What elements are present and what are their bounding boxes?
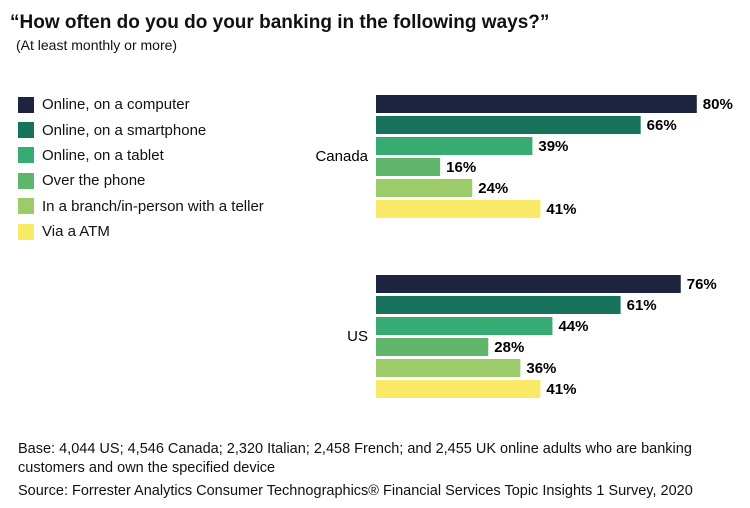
data-label: 44%: [558, 318, 588, 335]
legend-swatch: [18, 223, 34, 240]
data-label: 36%: [526, 360, 556, 377]
data-label: 24%: [478, 180, 508, 197]
data-label: 16%: [446, 159, 476, 176]
bar: [376, 116, 641, 134]
base-note: Base: 4,044 US; 4,546 Canada; 2,320 Ital…: [18, 441, 692, 476]
legend-swatch: [18, 122, 34, 139]
category-label: Canada: [315, 148, 368, 165]
bar: [376, 200, 541, 218]
legend-label: Over the phone: [42, 172, 146, 190]
legend-label: Online, on a computer: [42, 96, 190, 114]
legend-label: In a branch/in-person with a teller: [42, 197, 264, 215]
bar: [376, 359, 521, 377]
data-label: 66%: [647, 117, 677, 134]
data-label: 76%: [687, 276, 717, 293]
legend-label: Via a ATM: [42, 223, 110, 241]
legend-swatch: [18, 198, 34, 215]
bar: [376, 275, 681, 293]
source-note: Source: Forrester Analytics Consumer Tec…: [18, 483, 693, 499]
bar: [376, 158, 441, 176]
data-label: 80%: [703, 96, 733, 113]
legend-item: In a branch/in-person with a teller: [18, 194, 264, 219]
bar: [376, 380, 541, 398]
legend: Online, on a computer Online, on a smartp…: [18, 92, 264, 244]
data-label: 41%: [546, 381, 576, 398]
bar: [376, 95, 697, 113]
data-label: 28%: [494, 339, 524, 356]
legend-swatch: [18, 172, 34, 189]
bar: [376, 179, 473, 197]
legend-item: Over the phone: [18, 168, 264, 193]
legend-item: Via a ATM: [18, 219, 264, 244]
legend-item: Online, on a computer: [18, 92, 264, 117]
bar: [376, 137, 533, 155]
bar: [376, 296, 621, 314]
legend-swatch: [18, 96, 34, 113]
data-label: 41%: [546, 201, 576, 218]
data-label: 39%: [538, 138, 568, 155]
data-label: 61%: [627, 297, 657, 314]
chart-title: “How often do you do your banking in the…: [10, 12, 550, 33]
legend-label: Online, on a tablet: [42, 146, 164, 164]
legend-item: Online, on a smartphone: [18, 117, 264, 142]
legend-swatch: [18, 147, 34, 164]
legend-label: Online, on a smartphone: [42, 121, 207, 139]
bar: [376, 338, 489, 356]
bar: [376, 317, 553, 335]
legend-item: Online, on a tablet: [18, 143, 264, 168]
chart-subtitle: (At least monthly or more): [16, 37, 178, 53]
category-label: US: [347, 328, 368, 345]
